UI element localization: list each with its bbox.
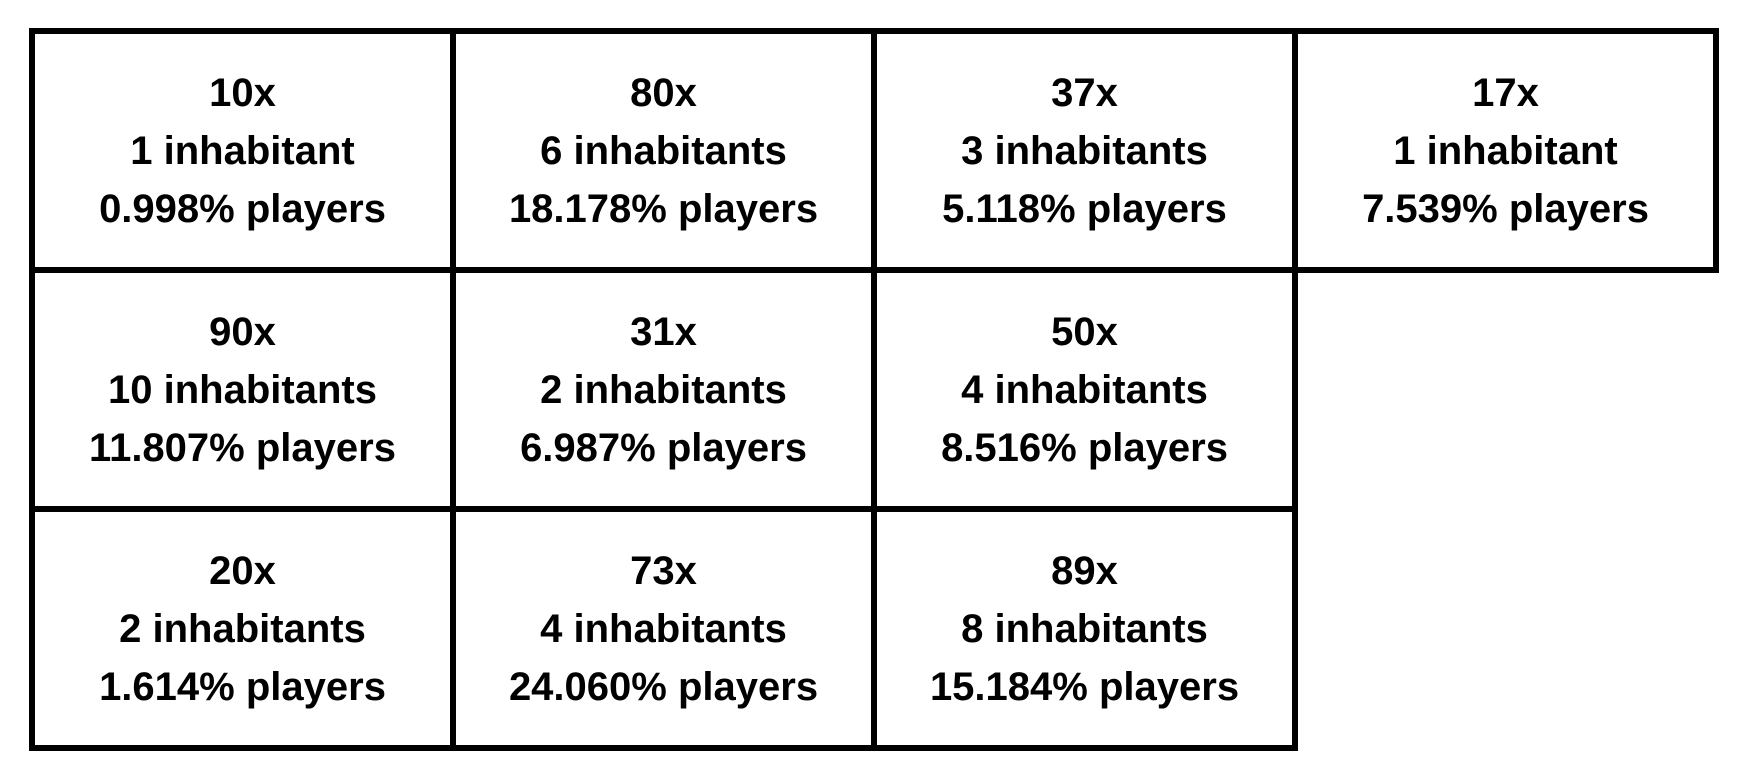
cell-players: 18.178% players	[508, 186, 819, 231]
grid-cell: 17x 1 inhabitant 7.539% players	[1292, 28, 1719, 273]
cell-players: 6.987% players	[520, 425, 807, 470]
cell-inhabitants: 1 inhabitant	[1393, 128, 1618, 173]
cell-inhabitants: 8 inhabitants	[961, 606, 1208, 651]
cell-multiplier: 50x	[1051, 309, 1118, 354]
cell-inhabitants: 3 inhabitants	[961, 128, 1208, 173]
cell-multiplier: 89x	[1051, 548, 1118, 593]
cell-players: 5.118% players	[942, 186, 1227, 231]
cell-inhabitants: 6 inhabitants	[540, 128, 787, 173]
cell-inhabitants: 10 inhabitants	[108, 367, 377, 412]
grid-cell: 90x 10 inhabitants 11.807% players	[29, 267, 456, 512]
grid-cell: 50x 4 inhabitants 8.516% players	[871, 267, 1298, 512]
grid-cell: 37x 3 inhabitants 5.118% players	[871, 28, 1298, 273]
grid-cell: 20x 2 inhabitants 1.614% players	[29, 506, 456, 751]
cell-inhabitants: 4 inhabitants	[961, 367, 1208, 412]
cell-inhabitants: 2 inhabitants	[540, 367, 787, 412]
grid-cell: 31x 2 inhabitants 6.987% players	[450, 267, 877, 512]
grid-cell: 10x 1 inhabitant 0.998% players	[29, 28, 456, 273]
cell-multiplier: 10x	[209, 70, 276, 115]
cell-multiplier: 17x	[1472, 70, 1539, 115]
grid-cell: 89x 8 inhabitants 15.184% players	[871, 506, 1298, 751]
cell-inhabitants: 2 inhabitants	[119, 606, 366, 651]
cell-players: 15.184% players	[929, 664, 1240, 709]
cell-players: 7.539% players	[1362, 186, 1649, 231]
cell-multiplier: 80x	[630, 70, 697, 115]
grid-cell: 73x 4 inhabitants 24.060% players	[450, 506, 877, 751]
cell-players: 11.807% players	[89, 425, 396, 470]
cell-inhabitants: 1 inhabitant	[130, 128, 355, 173]
cell-multiplier: 37x	[1051, 70, 1118, 115]
cell-players: 24.060% players	[508, 664, 819, 709]
cell-multiplier: 31x	[630, 309, 697, 354]
treasure-grid: 10x 1 inhabitant 0.998% players 80x 6 in…	[29, 28, 1727, 755]
cell-multiplier: 73x	[630, 548, 697, 593]
grid-cell: 80x 6 inhabitants 18.178% players	[450, 28, 877, 273]
cell-players: 1.614% players	[99, 664, 386, 709]
cell-multiplier: 20x	[209, 548, 276, 593]
cell-players: 8.516% players	[941, 425, 1228, 470]
cell-players: 0.998% players	[99, 186, 386, 231]
cell-inhabitants: 4 inhabitants	[540, 606, 787, 651]
cell-multiplier: 90x	[209, 309, 276, 354]
